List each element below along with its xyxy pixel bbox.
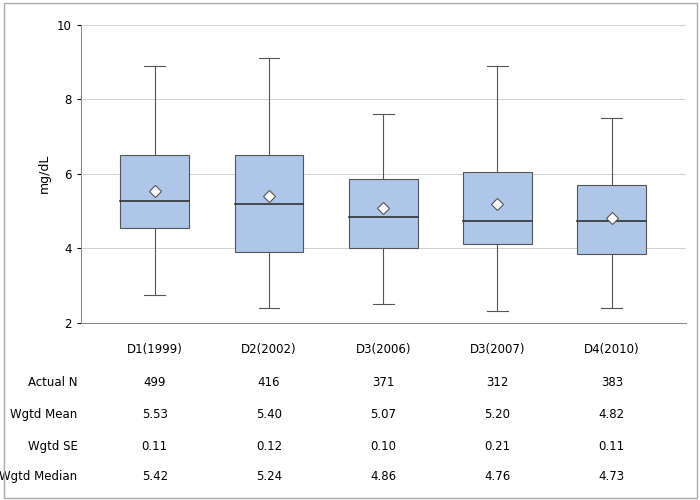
Bar <box>120 155 189 228</box>
Bar <box>234 155 303 252</box>
Text: 4.82: 4.82 <box>598 408 625 422</box>
Text: 5.42: 5.42 <box>141 470 168 484</box>
Text: D4(2010): D4(2010) <box>584 342 640 355</box>
Text: 5.07: 5.07 <box>370 408 396 422</box>
Text: 5.24: 5.24 <box>256 470 282 484</box>
Text: 0.12: 0.12 <box>256 440 282 453</box>
Text: Actual N: Actual N <box>28 376 78 390</box>
Text: 5.40: 5.40 <box>256 408 282 422</box>
Bar <box>349 180 417 248</box>
Text: D2(2002): D2(2002) <box>241 342 297 355</box>
Text: 383: 383 <box>601 376 623 390</box>
Text: 4.76: 4.76 <box>484 470 510 484</box>
Text: Wgtd Median: Wgtd Median <box>0 470 78 484</box>
Text: 4.73: 4.73 <box>598 470 625 484</box>
Text: D3(2007): D3(2007) <box>470 342 525 355</box>
Text: 371: 371 <box>372 376 394 390</box>
Text: 5.53: 5.53 <box>142 408 168 422</box>
Text: 5.20: 5.20 <box>484 408 510 422</box>
Text: 0.21: 0.21 <box>484 440 510 453</box>
Bar <box>578 185 646 254</box>
Bar <box>463 172 532 244</box>
Text: Wgtd Mean: Wgtd Mean <box>10 408 78 422</box>
Text: D3(2006): D3(2006) <box>356 342 411 355</box>
Text: 0.10: 0.10 <box>370 440 396 453</box>
Text: 499: 499 <box>144 376 166 390</box>
Text: D1(1999): D1(1999) <box>127 342 183 355</box>
Text: 0.11: 0.11 <box>141 440 168 453</box>
Text: Wgtd SE: Wgtd SE <box>27 440 78 453</box>
Text: 0.11: 0.11 <box>598 440 625 453</box>
Text: 4.86: 4.86 <box>370 470 396 484</box>
Y-axis label: mg/dL: mg/dL <box>38 154 51 194</box>
Text: 416: 416 <box>258 376 280 390</box>
Text: 312: 312 <box>486 376 509 390</box>
